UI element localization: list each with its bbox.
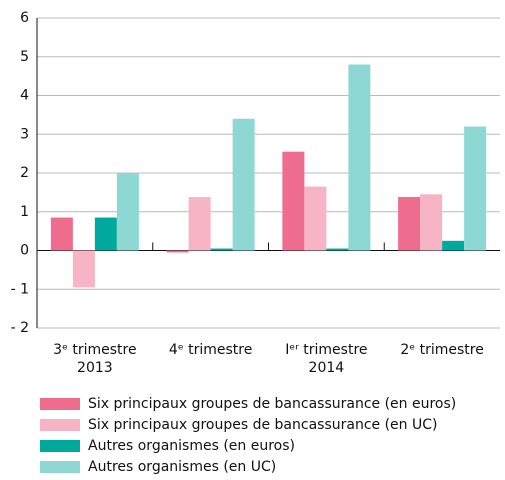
bar (72, 250, 95, 288)
y-tick-label: - 1 (11, 281, 29, 297)
bar (282, 151, 305, 251)
legend-label: Six principaux groupes de bancassurance … (88, 417, 437, 433)
legend-swatch (40, 461, 80, 473)
y-tick-label: 2 (20, 165, 29, 181)
bar (116, 173, 139, 251)
legend-label: Autres organismes (en euros) (88, 438, 295, 454)
bar (420, 194, 443, 251)
bar (50, 217, 73, 251)
bar (94, 217, 117, 251)
legend-swatch (40, 398, 80, 410)
x-tick-label: Iᵉʳ trimestre (285, 342, 367, 358)
x-tick-label: 2014 (309, 360, 345, 376)
bar (398, 197, 421, 251)
legend-label: Autres organismes (en UC) (88, 459, 276, 475)
bar (442, 240, 465, 251)
y-tick-label: 6 (20, 10, 29, 26)
bar (464, 126, 487, 251)
y-tick-label: 0 (20, 243, 29, 259)
bar (232, 118, 255, 251)
bar (348, 64, 371, 251)
bar (210, 248, 233, 251)
y-tick-label: 4 (20, 88, 29, 104)
x-tick-label: 2ᵉ trimestre (400, 342, 483, 358)
legend-swatch (40, 419, 80, 431)
y-tick-label: - 2 (11, 320, 29, 336)
legend-label: Six principaux groupes de bancassurance … (88, 396, 456, 412)
x-tick-label: 4ᵉ trimestre (169, 342, 252, 358)
y-tick-label: 3 (20, 126, 29, 142)
x-tick-label: 3ᵉ trimestre (53, 342, 136, 358)
x-tick-label: 2013 (77, 360, 113, 376)
bar (326, 248, 349, 251)
bar (304, 186, 327, 251)
bar (166, 250, 189, 253)
y-tick-label: 5 (20, 49, 29, 65)
legend-swatch (40, 440, 80, 452)
bar (188, 197, 211, 251)
y-tick-label: 1 (20, 204, 29, 220)
